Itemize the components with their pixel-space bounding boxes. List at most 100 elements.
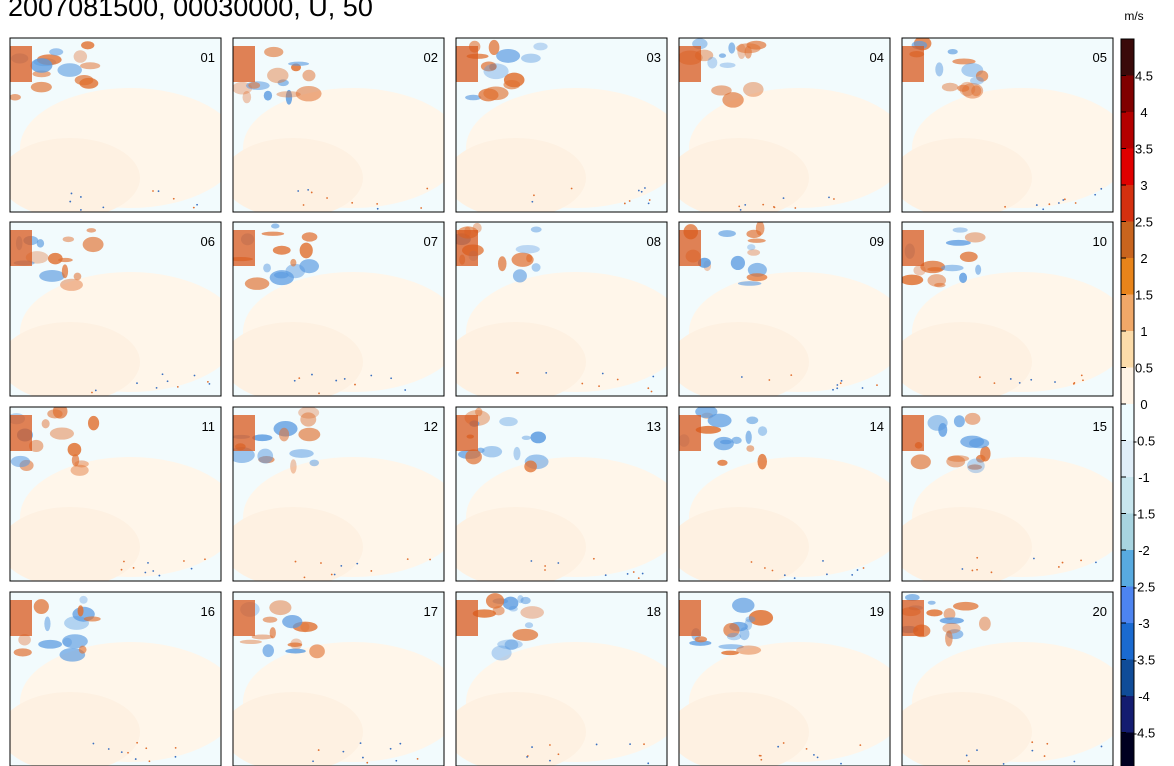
field-warm [233, 322, 363, 396]
field-warm-patch [10, 600, 32, 636]
colorbar-segment [1121, 440, 1134, 477]
colorbar-segment [1121, 404, 1134, 441]
field-speck [1094, 193, 1097, 196]
field-speck [420, 207, 423, 209]
panel-frame [455, 221, 668, 397]
field-warm-patch [233, 600, 255, 636]
field-feature [524, 622, 534, 629]
field-feature [947, 455, 970, 462]
panel-field [456, 222, 667, 396]
field-feature [78, 645, 87, 654]
field-feature [513, 446, 521, 461]
field-feature [979, 616, 991, 631]
colorbar-tick-label: -2.5 [1133, 580, 1155, 595]
field-feature [261, 231, 285, 236]
field-warm-patch [456, 230, 478, 266]
field-feature [726, 632, 742, 641]
field-speck [1018, 381, 1021, 384]
panel-frame [455, 406, 668, 582]
field-speck [640, 190, 643, 193]
field-warm-patch [902, 230, 924, 266]
field-feature [491, 645, 512, 661]
field-speck [176, 385, 179, 388]
field-feature [718, 53, 727, 58]
field-speck [517, 371, 519, 374]
field-speck [836, 384, 839, 386]
field-speck [967, 760, 970, 763]
field-speck [192, 206, 195, 209]
panel: 14 [678, 406, 891, 582]
field-feature [465, 449, 482, 465]
field-speck [740, 376, 743, 378]
field-speck [320, 562, 322, 564]
field-speck [978, 376, 981, 379]
field-speck [134, 758, 137, 760]
panel-field [456, 407, 667, 581]
colorbar-segment [1121, 513, 1134, 550]
field-warm-patch [679, 600, 701, 636]
field-warm-patch [233, 415, 255, 451]
field-feature [60, 278, 83, 291]
field-feature [746, 416, 759, 425]
field-feature [30, 58, 53, 73]
field-feature [263, 90, 273, 101]
field-feature [515, 244, 540, 254]
field-speck [616, 378, 619, 381]
field-feature [481, 445, 503, 458]
field-speck [773, 206, 776, 209]
field-speck [544, 569, 546, 571]
panel: 10 [901, 221, 1114, 397]
field-speck [763, 567, 766, 569]
field-feature [269, 270, 294, 286]
field-speck [760, 758, 763, 761]
field-feature [732, 597, 755, 613]
field-feature [38, 639, 63, 649]
field-feature [721, 650, 739, 656]
field-speck [641, 572, 644, 575]
field-feature [717, 459, 728, 466]
field-feature [61, 264, 69, 279]
panel: 20 [901, 591, 1114, 766]
field-speck [1100, 745, 1103, 748]
field-speck [759, 754, 762, 757]
field-warm [679, 692, 809, 766]
field-speck [390, 377, 393, 380]
field-feature [970, 76, 984, 85]
field-feature [73, 50, 88, 63]
field-speck [826, 573, 828, 576]
panel: 03 [455, 37, 668, 213]
field-speck [376, 207, 379, 210]
field-speck [1043, 755, 1046, 757]
field-feature [711, 85, 732, 96]
panel-field [679, 38, 890, 212]
field-feature [913, 265, 926, 276]
field-speck [310, 191, 313, 194]
field-feature [969, 438, 990, 449]
field-speck [80, 209, 82, 211]
field-feature [959, 81, 976, 97]
field-feature [533, 42, 548, 51]
panel-label: 05 [1093, 50, 1107, 65]
field-speck [416, 757, 419, 760]
panel-label: 10 [1093, 234, 1107, 249]
field-feature [707, 56, 718, 69]
field-speck [833, 198, 835, 200]
field-feature [722, 92, 744, 108]
field-warm [902, 507, 1032, 581]
field-feature [290, 459, 297, 474]
field-speck [652, 375, 655, 378]
field-feature [269, 627, 276, 639]
panel-label: 19 [870, 604, 884, 619]
field-speck [648, 199, 651, 201]
field-warm [902, 692, 1032, 766]
field-feature [694, 636, 708, 643]
field-speck [840, 379, 843, 382]
field-feature [521, 435, 531, 440]
field-feature [267, 67, 289, 84]
field-speck [303, 576, 306, 579]
field-feature [282, 615, 303, 629]
field-warm [902, 322, 1032, 396]
field-speck [294, 560, 297, 563]
field-feature [524, 460, 537, 473]
field-feature [747, 244, 756, 251]
